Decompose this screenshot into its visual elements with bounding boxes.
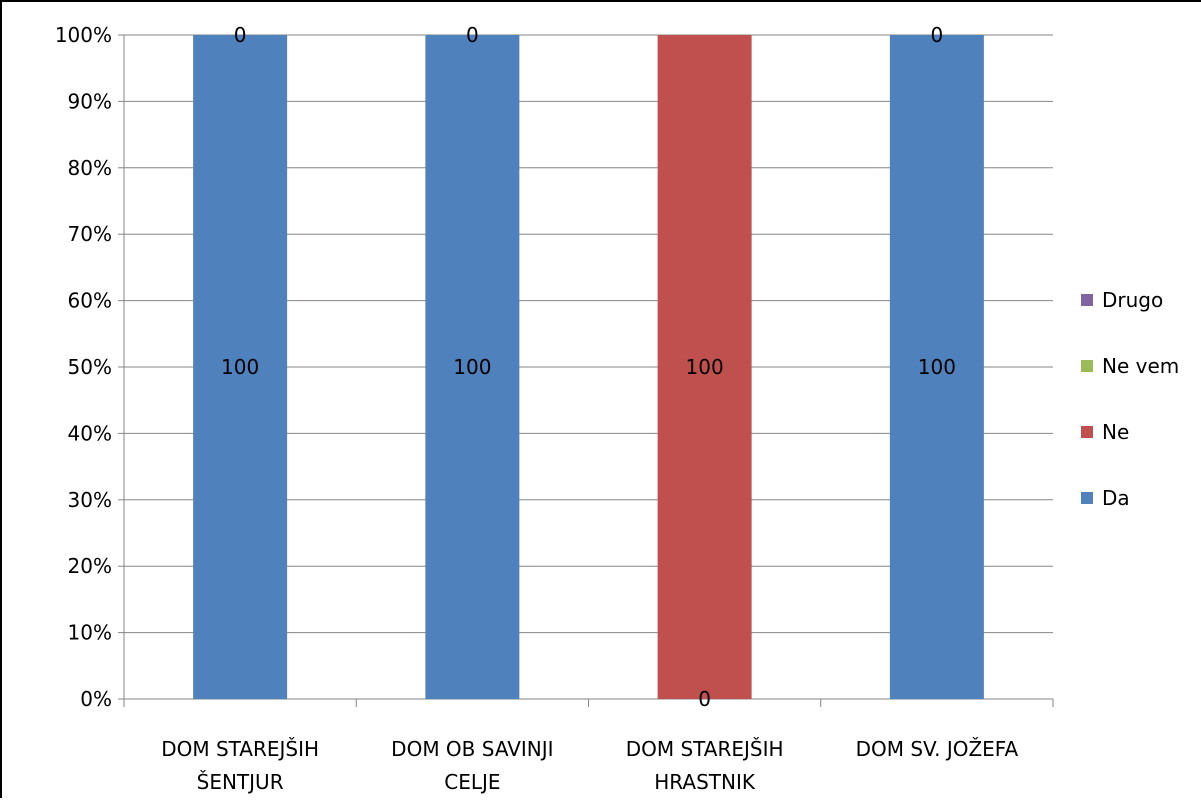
x-category-label: DOM OB SAVINJI [391,737,553,761]
data-label: 100 [453,355,491,379]
y-tick-label: 10% [68,621,112,645]
bar-segment-ne [657,35,752,699]
data-labels: 100 0 100 0 100 0 100 0 [221,23,956,711]
y-tick-label: 0% [80,687,112,711]
data-label: 0 [698,687,711,711]
legend: Drugo Ne vem Ne Da [1081,288,1179,510]
x-category-label: DOM SV. JOŽEFA [856,737,1019,761]
y-tick-label: 30% [68,488,112,512]
x-category-label: DOM STAREJŠIH [161,737,319,761]
bars [193,35,984,699]
y-tick-label: 20% [68,554,112,578]
x-category-label: ŠENTJUR [197,770,284,794]
x-category-label: CELJE [444,770,500,794]
y-tick-label: 60% [68,289,112,313]
legend-label: Drugo [1102,288,1163,312]
bar-segment-da [425,35,520,699]
y-tick-label: 50% [68,355,112,379]
legend-swatch [1081,426,1093,438]
data-label: 100 [221,355,259,379]
legend-swatch [1081,360,1093,372]
y-tick-label: 40% [68,421,112,445]
legend-label: Ne [1102,420,1129,444]
data-label: 0 [234,23,247,47]
data-label: 100 [686,355,724,379]
data-label: 0 [931,23,944,47]
legend-label: Da [1102,486,1130,510]
bar-segment-da [889,35,984,699]
y-tick-label: 100% [55,23,112,47]
bar-segment-da [193,35,288,699]
y-tick-label: 70% [68,222,112,246]
y-tick-label: 90% [68,89,112,113]
data-label: 100 [918,355,956,379]
x-category-label: DOM STAREJŠIH [626,737,784,761]
y-tick-label: 80% [68,156,112,180]
axes: 0% 10% 20% 30% 40% 50% 60% 70% 80% 90% 100% DOM STA… [55,23,1054,794]
legend-swatch [1081,492,1093,504]
data-label: 0 [466,23,479,47]
legend-label: Ne vem [1102,354,1179,378]
x-category-label: HRASTNIK [654,770,756,794]
legend-swatch [1081,294,1093,306]
